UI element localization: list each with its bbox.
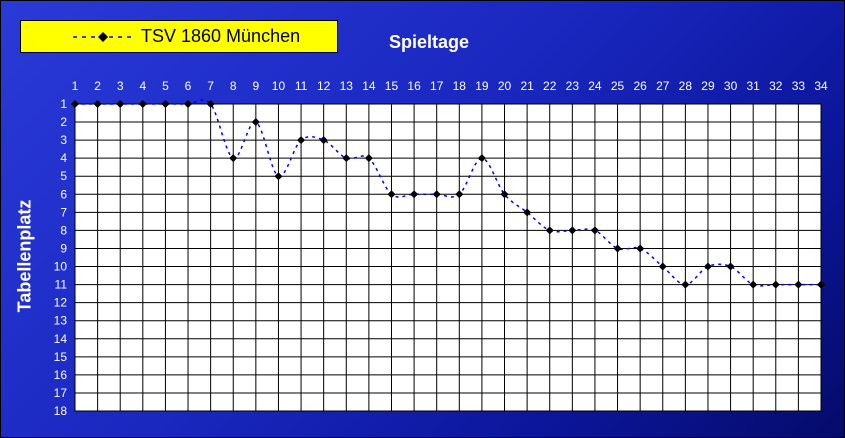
x-tick-label: 4 — [139, 79, 146, 93]
x-tick-label: 32 — [769, 79, 783, 93]
data-point-marker — [794, 280, 803, 289]
data-point-marker — [658, 262, 667, 271]
x-tick-label: 8 — [230, 79, 237, 93]
x-tick-label: 31 — [747, 79, 761, 93]
x-tick-label: 27 — [656, 79, 670, 93]
data-point-marker — [206, 100, 215, 108]
data-point-marker — [410, 190, 419, 199]
y-tick-label: 17 — [54, 386, 68, 400]
x-tick-label: 25 — [611, 79, 625, 93]
data-point-marker — [116, 100, 125, 108]
x-tick-label: 1 — [72, 79, 79, 93]
data-point-marker — [749, 280, 758, 289]
legend: TSV 1860 München — [20, 20, 338, 53]
x-tick-label: 18 — [453, 79, 467, 93]
y-tick-label: 4 — [60, 151, 67, 165]
data-point-marker — [613, 244, 622, 253]
y-tick-label: 18 — [54, 404, 68, 418]
y-tick-label: 16 — [54, 368, 68, 382]
y-tick-label: 12 — [54, 296, 68, 310]
data-point-marker — [251, 118, 260, 127]
x-tick-label: 10 — [272, 79, 286, 93]
data-point-marker — [138, 100, 147, 108]
data-point-marker — [771, 280, 780, 289]
y-tick-label: 13 — [54, 314, 68, 328]
x-tick-label: 28 — [679, 79, 693, 93]
x-tick-label: 30 — [724, 79, 738, 93]
x-tick-label: 23 — [566, 79, 580, 93]
data-point-marker — [726, 262, 735, 271]
data-point-marker — [161, 100, 170, 108]
y-tick-label: 6 — [60, 187, 67, 201]
x-tick-label: 24 — [588, 79, 602, 93]
x-tick-label: 19 — [475, 79, 489, 93]
data-point-marker — [184, 100, 193, 108]
y-tick-label: 14 — [54, 332, 68, 346]
y-tick-label: 10 — [54, 260, 68, 274]
x-tick-label: 20 — [498, 79, 512, 93]
x-tick-label: 7 — [207, 79, 214, 93]
data-point-marker — [297, 136, 306, 145]
x-tick-label: 14 — [362, 79, 376, 93]
data-point-marker — [500, 190, 509, 199]
data-point-marker — [477, 154, 486, 163]
y-tick-label: 5 — [60, 169, 67, 183]
x-tick-label: 34 — [814, 79, 828, 93]
y-tick-label: 8 — [60, 223, 67, 237]
data-point-marker — [545, 226, 554, 235]
data-point-marker — [274, 172, 283, 181]
x-tick-label: 21 — [520, 79, 534, 93]
data-point-marker — [387, 190, 396, 199]
data-point-marker — [703, 262, 712, 271]
data-point-marker — [568, 226, 577, 235]
legend-series-label: TSV 1860 München — [141, 26, 301, 46]
data-point-marker — [817, 280, 825, 289]
x-tick-label: 9 — [253, 79, 260, 93]
x-tick-label: 33 — [792, 79, 806, 93]
x-tick-label: 5 — [162, 79, 169, 93]
y-tick-label: 1 — [60, 97, 67, 111]
data-point-marker — [229, 154, 238, 163]
y-tick-label: 7 — [60, 205, 67, 219]
data-point-marker — [71, 100, 79, 108]
x-tick-label: 6 — [185, 79, 192, 93]
data-point-marker — [455, 190, 464, 199]
x-tick-label: 2 — [94, 79, 101, 93]
y-tick-label: 11 — [55, 278, 68, 292]
x-tick-label: 11 — [295, 79, 308, 93]
data-point-marker — [523, 208, 532, 217]
chart-title: Spieltage — [389, 32, 470, 52]
x-tick-label: 29 — [701, 79, 715, 93]
data-point-marker — [319, 136, 328, 145]
data-point-marker — [93, 100, 102, 108]
x-tick-label: 16 — [407, 79, 421, 93]
y-tick-label: 15 — [54, 350, 68, 364]
y-tick-label: 3 — [60, 133, 67, 147]
data-point-marker — [342, 154, 351, 163]
plot-background — [75, 104, 821, 411]
legend-marker-icon — [73, 32, 133, 42]
y-tick-label: 9 — [60, 241, 67, 255]
x-tick-label: 13 — [340, 79, 354, 93]
x-tick-label: 15 — [385, 79, 399, 93]
x-tick-label: 26 — [633, 79, 647, 93]
data-point-marker — [636, 244, 645, 253]
plot-border — [74, 103, 822, 412]
x-tick-label: 22 — [543, 79, 557, 93]
data-point-marker — [681, 280, 690, 289]
x-tick-label: 17 — [430, 79, 444, 93]
x-tick-label: 12 — [317, 79, 331, 93]
series-line — [75, 99, 822, 287]
x-tick-label: 3 — [117, 79, 124, 93]
data-point-marker — [590, 226, 599, 235]
y-tick-label: 2 — [60, 115, 67, 129]
data-point-marker — [432, 190, 441, 199]
data-point-marker — [364, 154, 373, 163]
